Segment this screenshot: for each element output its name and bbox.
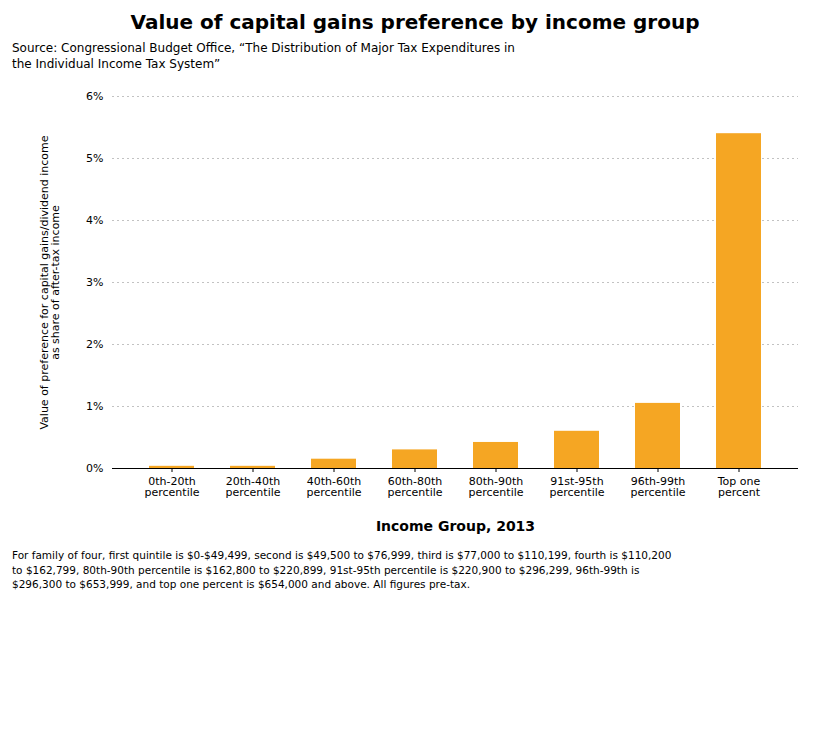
html-text:Source: Congressional Budget O: Source: Congressional Budget Office, “Th… bbox=[12, 41, 515, 72]
svg-text:60th-80thpercentile: 60th-80thpercentile bbox=[387, 476, 442, 500]
svg-text:6%: 6% bbox=[86, 90, 103, 103]
svg-text:91st-95thpercentile: 91st-95thpercentile bbox=[549, 476, 604, 500]
svg-text:0th-20thpercentile: 0th-20thpercentile bbox=[144, 476, 199, 500]
svg-text:4%: 4% bbox=[86, 214, 103, 227]
html-text:Value of capital gains prefere: Value of capital gains preference by inc… bbox=[130, 10, 700, 34]
svg-text:0%: 0% bbox=[86, 462, 103, 475]
svg-text:1%: 1% bbox=[86, 400, 103, 413]
svg-text:3%: 3% bbox=[86, 276, 103, 289]
svg-text:Top onepercent: Top onepercent bbox=[717, 476, 761, 500]
svg-text:20th-40thpercentile: 20th-40thpercentile bbox=[225, 476, 280, 500]
svg-text:5%: 5% bbox=[86, 152, 103, 165]
svg-text:80th-90thpercentile: 80th-90thpercentile bbox=[468, 476, 523, 500]
svg-text:Income Group, 2013: Income Group, 2013 bbox=[376, 518, 535, 534]
svg-text:2%: 2% bbox=[86, 338, 103, 351]
svg-text:Value of preference for capita: Value of preference for capital gains/di… bbox=[38, 136, 62, 430]
html-text:For family of four, first quin: For family of four, first quintile is $0… bbox=[12, 549, 672, 590]
svg-text:40th-60thpercentile: 40th-60thpercentile bbox=[306, 476, 361, 500]
svg-text:96th-99thpercentile: 96th-99thpercentile bbox=[630, 476, 685, 500]
